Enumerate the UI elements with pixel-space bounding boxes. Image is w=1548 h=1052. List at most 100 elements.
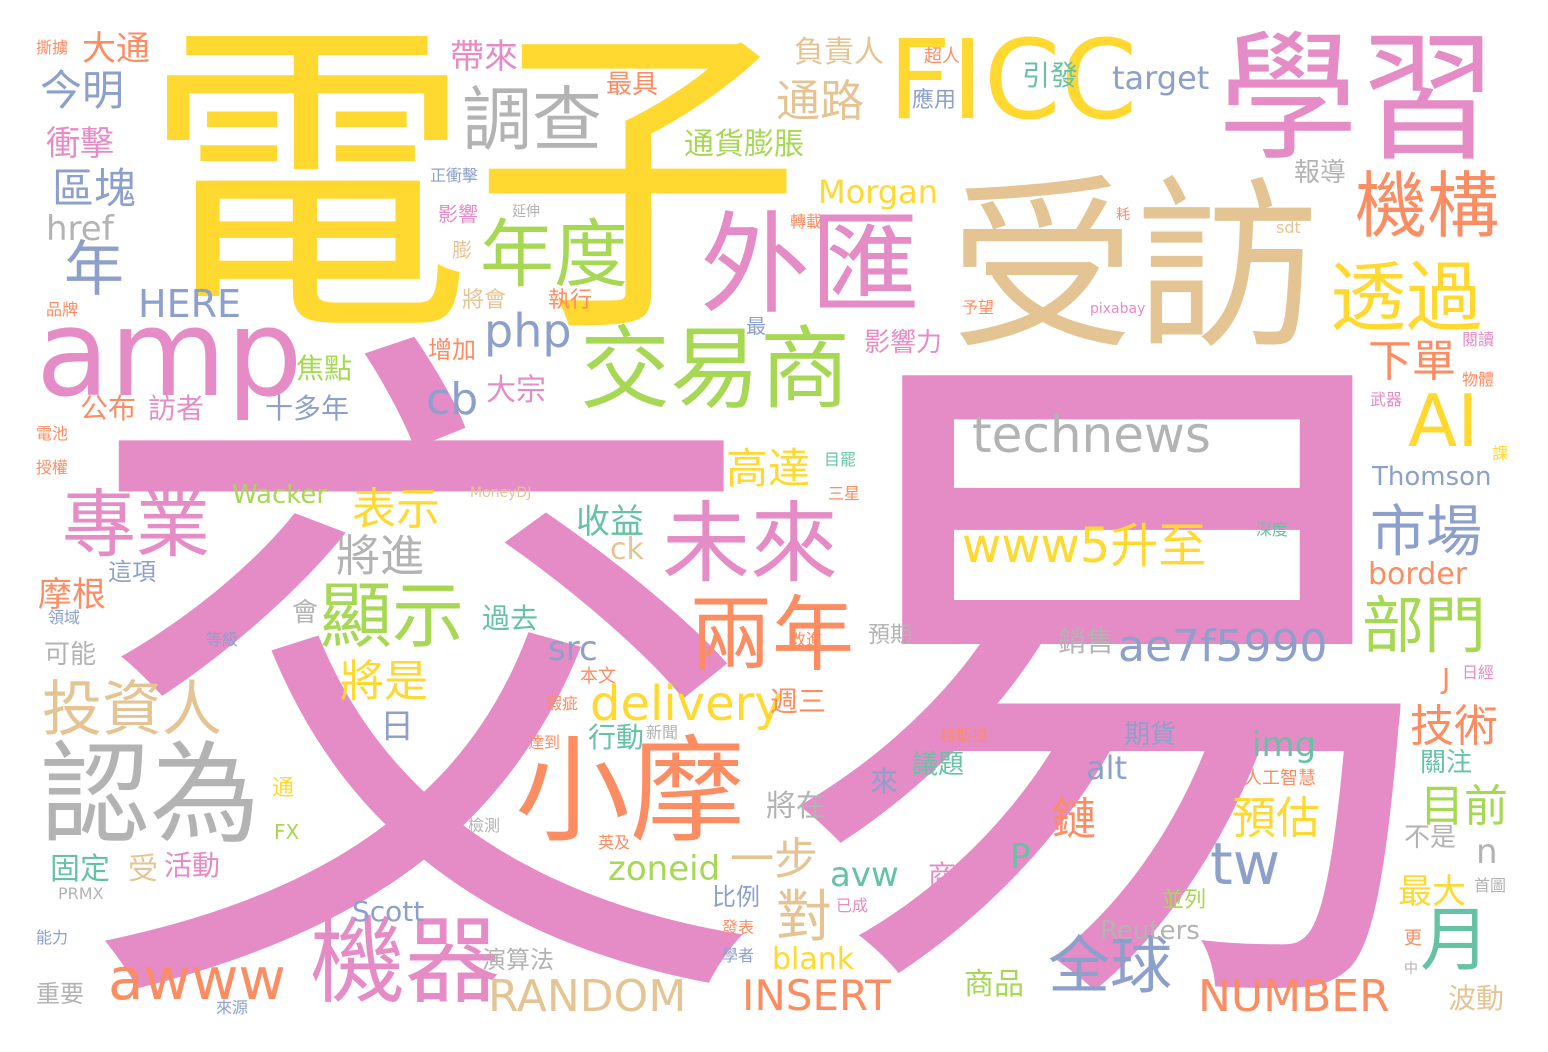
word-prmx: PRMX — [58, 884, 104, 903]
word-bodong: 波動 — [1448, 982, 1505, 1015]
word-fabiao: 發表 — [722, 918, 755, 937]
word-zengjia: 增加 — [428, 336, 476, 364]
word-jianghui: 將會 — [462, 288, 507, 313]
word-zhixing: 執行 — [548, 288, 593, 313]
word-ri: 日 — [380, 707, 414, 747]
word-wacker: Wacker — [232, 480, 328, 510]
word-tw: tw — [1210, 830, 1281, 898]
word-yanshen: 延伸 — [512, 204, 540, 220]
word-shoufang: 受訪 — [950, 159, 1320, 375]
word-qukuai: 區塊 — [52, 164, 137, 213]
word-jiangzai: 將在 — [766, 789, 826, 824]
word-zhongBig: 中 — [1404, 961, 1418, 977]
word-zui: 最 — [746, 314, 766, 338]
word-yuwang: 予望 — [962, 298, 995, 317]
word-jiangjin: 將進 — [336, 531, 424, 582]
word-yiti: 議題 — [912, 750, 965, 780]
word-bumen: 部門 — [1362, 589, 1487, 662]
word-scott: Scott — [352, 895, 425, 928]
word-ae7f: ae7f5990 — [1118, 621, 1328, 672]
word-ke: 課 — [1492, 444, 1509, 463]
word-tonghuo: 通貨膨脹 — [684, 127, 804, 162]
word-nengli: 能力 — [36, 928, 69, 947]
word-target1: target — [1112, 59, 1210, 97]
word-lingyu: 領域 — [48, 608, 81, 627]
word-thomson: Thomson — [1372, 462, 1492, 492]
word-shangpin: 商品 — [964, 967, 1024, 1002]
word-rengong: 人工智慧 — [1244, 768, 1316, 789]
word-reuters: Reuters — [1100, 916, 1200, 946]
word-shouquan: 授權 — [36, 458, 69, 477]
word-quanqiu: 全球 — [1048, 929, 1173, 1002]
word-amp: amp — [36, 285, 303, 424]
word-touziren: 投資人 — [42, 675, 222, 745]
word-gaijin: 改進 — [790, 630, 823, 649]
word-yicheng: 已成 — [836, 896, 869, 915]
word-tong: 通 — [272, 776, 295, 801]
word-bushi: 不是 — [1404, 823, 1457, 853]
word-zhuanye: 專業 — [62, 482, 210, 568]
word-src: src — [548, 629, 598, 669]
word-alt: alt — [1086, 749, 1128, 787]
word-awww: awww — [108, 945, 286, 1013]
word-shou: 受 — [128, 852, 158, 887]
word-liangnian: 兩年 — [690, 588, 855, 683]
word-zuiju: 最具 — [606, 70, 659, 100]
word-xiaozhan: 瑕疵 — [546, 694, 579, 713]
word-xuezhe: 學者 — [722, 946, 755, 965]
word-yugu: 預估 — [1232, 793, 1320, 844]
word-lai: 來 — [870, 765, 899, 798]
word-yingyong: 應用 — [912, 88, 957, 113]
word-dengji: 等級 — [206, 630, 239, 649]
word-renwei: 認為 — [40, 731, 260, 859]
word-yingxiangli: 影響力 — [864, 328, 943, 358]
word-pixabay: pixabay — [1090, 301, 1146, 317]
word-suohe: 撕擄 — [36, 38, 69, 57]
word-ficc: FICC — [888, 16, 1138, 144]
word-jinming: 今明 — [40, 66, 125, 115]
word-avw: avw — [830, 855, 899, 895]
word-mogen: 摩根 — [38, 575, 106, 615]
word-xingdong: 行動 — [588, 721, 645, 754]
word-jiaodian: 焦點 — [296, 352, 353, 385]
word-fangzhe: 訪者 — [148, 392, 205, 425]
word-lian: 鏈 — [1052, 794, 1096, 845]
word-jiqi: 機器 — [310, 907, 501, 1017]
word-peng: 膨 — [452, 238, 472, 262]
word-tesila: 特斯拉 — [940, 726, 989, 745]
word-tiaocha: 調查 — [462, 79, 602, 161]
word-dianchi: 電池 — [36, 424, 69, 443]
word-zhongyao: 重要 — [36, 980, 84, 1008]
word-blank: blank — [772, 942, 855, 977]
word-ck: ck — [610, 532, 644, 567]
word-jiance: 檢測 — [468, 816, 501, 835]
word-shendu: 深度 — [1256, 520, 1289, 539]
word-insert: INSERT — [742, 971, 891, 1020]
word-shoutu: 首圖 — [1474, 876, 1507, 895]
word-sanxing: 三星 — [828, 484, 861, 503]
word-yue: 月 — [1420, 899, 1490, 981]
word-php: php — [484, 304, 572, 358]
word-datong: 大通 — [82, 29, 150, 69]
word-n: n — [1476, 832, 1498, 872]
word-dazong: 大宗 — [486, 373, 546, 408]
word-zhexiang: 這項 — [108, 558, 156, 586]
word-baodao: 報導 — [1294, 158, 1347, 188]
word-zuida: 最大 — [1398, 872, 1466, 912]
word-binglie: 並列 — [1162, 888, 1207, 913]
word-xiaoshou: 銷售 — [1058, 625, 1115, 658]
word-moneydj: MoneyDJ — [470, 485, 532, 501]
word-chongji: 衝擊 — [46, 124, 114, 164]
word-xiaomo: 小摩 — [515, 725, 746, 859]
word-dianzi: 電子 — [142, 0, 802, 377]
word-jiaoyi: 交易 — [72, 282, 1472, 1052]
word-yuqi: 預期 — [868, 623, 913, 648]
word-guanzhu: 關注 — [1420, 748, 1473, 778]
word-yinfa: 引發 — [1022, 59, 1079, 92]
word-zhouSan: 週三 — [770, 685, 827, 718]
word-weilai: 未來 — [662, 492, 839, 595]
word-random: RANDOM — [488, 971, 687, 1022]
word-p: P — [1010, 837, 1031, 877]
word-jishu: 技術 — [1410, 701, 1498, 752]
